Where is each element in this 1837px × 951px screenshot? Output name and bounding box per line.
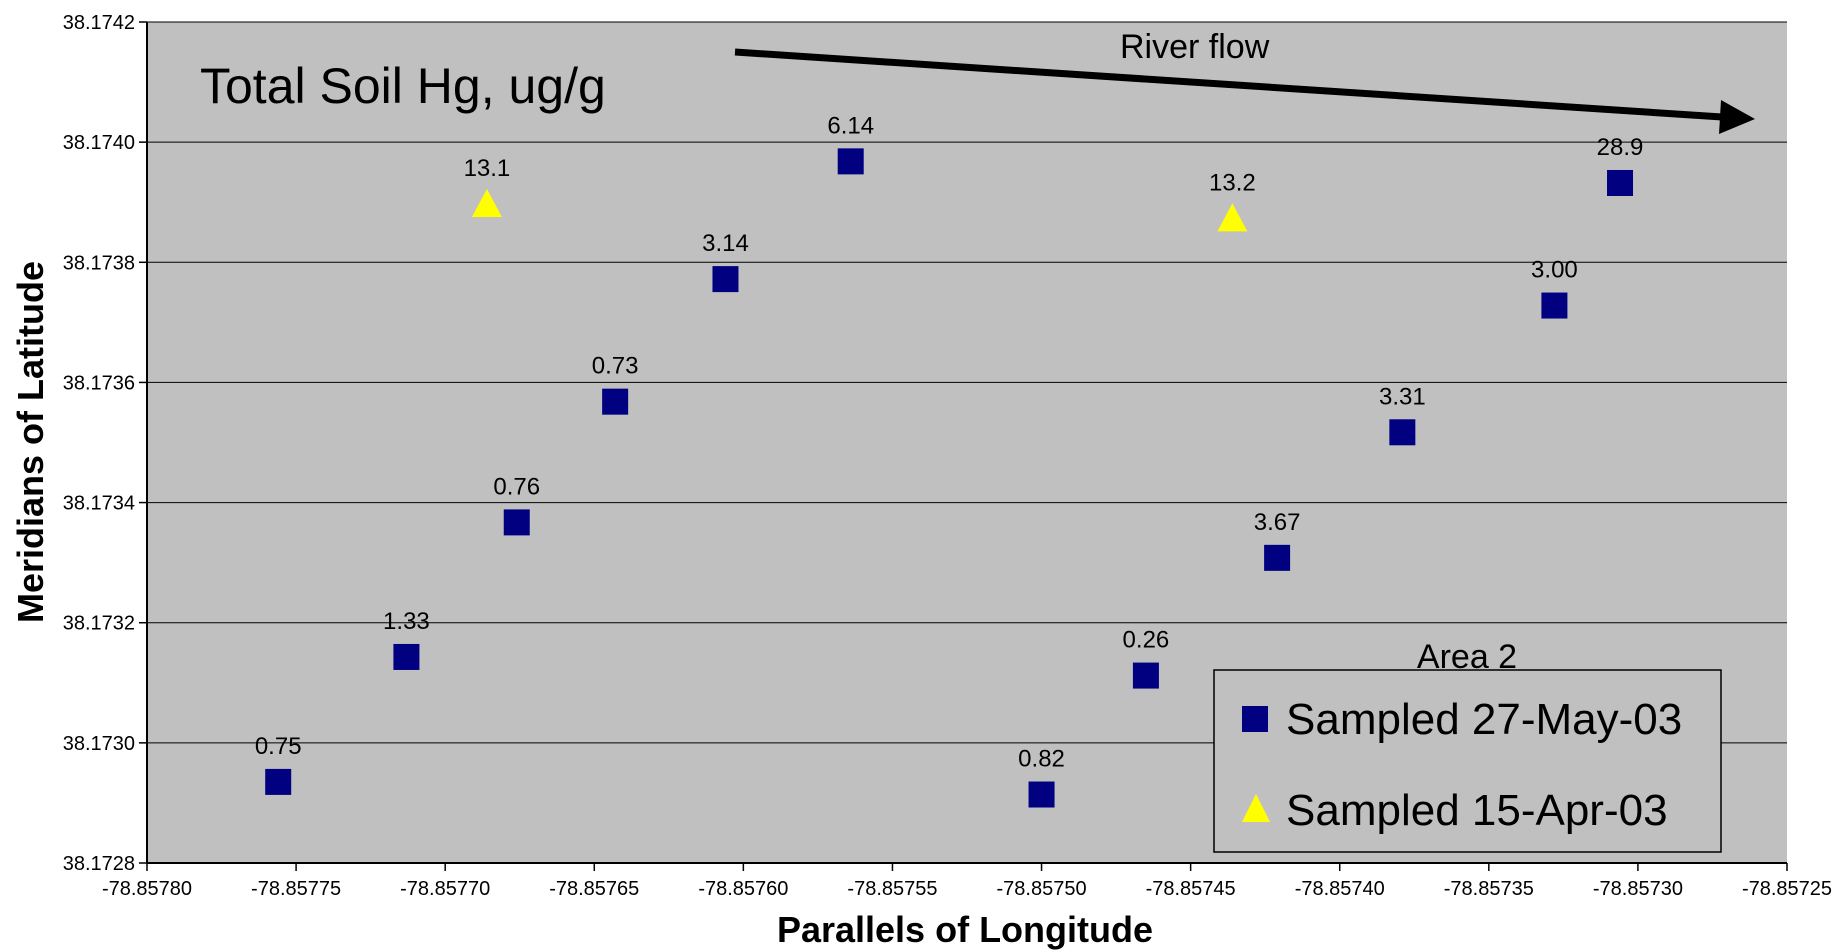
x-tick-label: -78.85780 [102, 878, 192, 900]
data-label: 0.73 [592, 353, 639, 380]
x-axis-title: Parallels of Longitude [777, 909, 1153, 950]
data-label: 0.26 [1123, 627, 1170, 654]
x-tick-label: -78.85725 [1742, 878, 1832, 900]
point-square [1607, 169, 1634, 196]
point-square [1132, 662, 1159, 689]
legend-series-2-label: Sampled 15-Apr-03 [1286, 786, 1668, 835]
point-square [1389, 419, 1416, 446]
legend: Sampled 27-May-03 Sampled 15-Apr-03 [1213, 669, 1722, 853]
y-axis-title: Meridians of Latitude [10, 261, 51, 623]
axes [146, 22, 1787, 864]
legend-triangle-icon [1242, 794, 1270, 822]
y-tick-label: 38.1732 [63, 613, 135, 635]
data-label: 28.9 [1597, 134, 1644, 161]
data-label: 3.00 [1531, 257, 1578, 284]
point-square [1264, 544, 1291, 571]
x-tick-label: -78.85770 [400, 878, 490, 900]
point-square [712, 266, 739, 293]
point-square [265, 768, 292, 795]
point-square [1028, 781, 1055, 808]
y-tick-label: 38.1730 [63, 733, 135, 755]
y-tick-label: 38.1740 [63, 132, 135, 154]
x-tick-label: -78.85745 [1146, 878, 1236, 900]
y-tick-label: 38.1728 [63, 853, 135, 875]
legend-box [1213, 669, 1722, 853]
river-flow-arrow [734, 48, 1723, 121]
legend-series-1-label: Sampled 27-May-03 [1286, 695, 1682, 744]
y-tick-label: 38.1742 [63, 12, 135, 34]
river-flow-label: River flow [1120, 28, 1270, 66]
data-label: 0.82 [1018, 746, 1065, 773]
x-tick-label: -78.85730 [1593, 878, 1683, 900]
data-label: 13.2 [1209, 169, 1256, 196]
data-label: 3.31 [1379, 383, 1426, 410]
chart-title: Total Soil Hg, ug/g [200, 58, 606, 114]
data-label: 1.33 [383, 608, 430, 635]
point-square [1541, 292, 1568, 319]
y-tick-label: 38.1734 [63, 493, 135, 515]
data-label: 0.76 [493, 473, 540, 500]
x-tick-label: -78.85755 [847, 878, 937, 900]
arrowhead-icon [1719, 100, 1755, 134]
point-triangle [1217, 203, 1248, 232]
y-tick-labels: 38.1728 38.1730 38.1732 38.1734 38.1736 38.17… [63, 12, 135, 875]
y-tick-label: 38.1736 [63, 372, 135, 394]
x-tick-label: -78.85740 [1295, 878, 1385, 900]
x-tick-label: -78.85735 [1444, 878, 1534, 900]
x-tick-label: -78.85760 [698, 878, 788, 900]
point-square [602, 388, 629, 415]
point-square [837, 148, 864, 175]
data-label: 3.67 [1254, 509, 1301, 536]
data-label: 13.1 [464, 155, 511, 182]
y-tick-label: 38.1738 [63, 252, 135, 274]
x-tick-label: -78.85775 [251, 878, 341, 900]
point-triangle [471, 189, 502, 218]
x-tick-label: -78.85765 [549, 878, 639, 900]
legend-square-icon [1242, 706, 1268, 732]
data-points: 0.75 1.33 0.76 0.73 3.14 6.14 0.82 0.26 3.67 3.31… [255, 112, 1644, 808]
data-label: 0.75 [255, 733, 302, 760]
x-tick-label: -78.85750 [997, 878, 1087, 900]
point-square [393, 643, 420, 670]
data-label: 6.14 [827, 112, 874, 139]
river-flow-annotation: River flow [734, 28, 1755, 134]
x-tick-labels: -78.85780 -78.85775 -78.85770 -78.85765 -78.… [102, 863, 1832, 900]
data-label: 3.14 [702, 230, 749, 257]
point-square [503, 509, 530, 536]
